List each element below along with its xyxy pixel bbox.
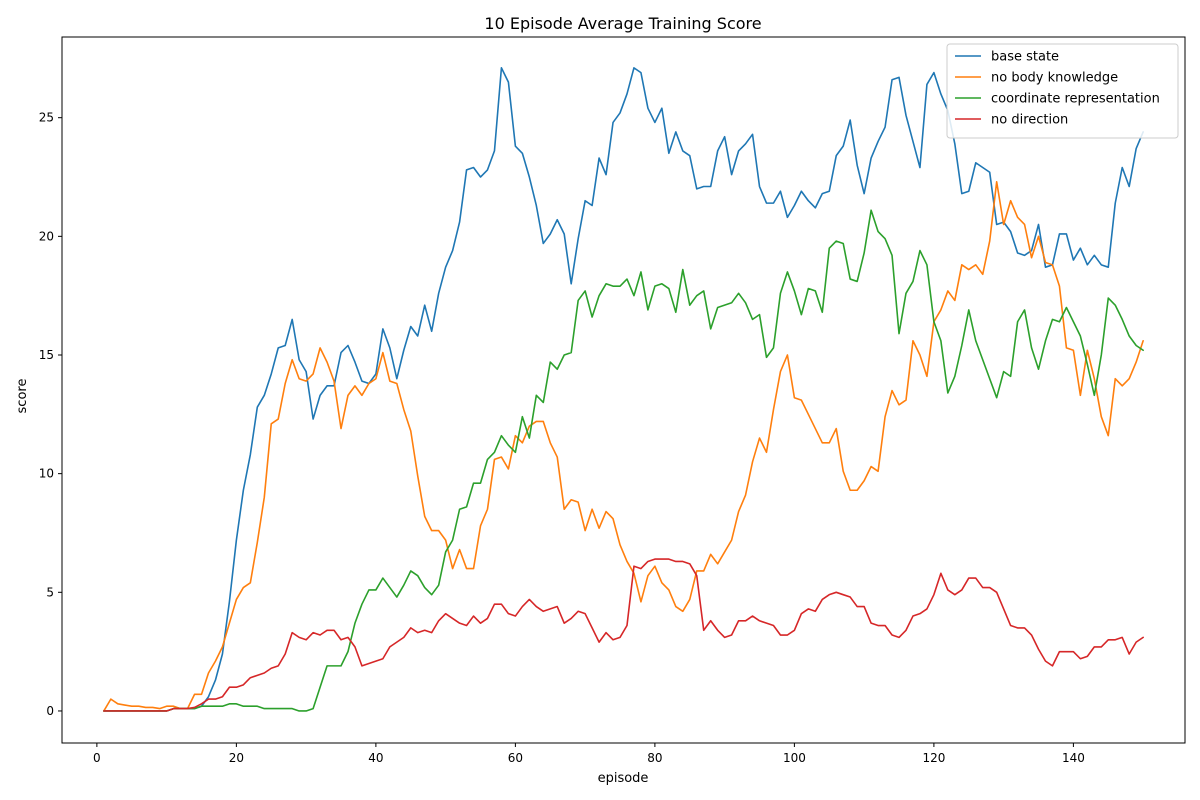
x-axis-label: episode	[598, 771, 649, 786]
series-line-2	[103, 209, 1144, 712]
chart-title: 10 Episode Average Training Score	[484, 14, 761, 33]
x-tick-label: 0	[93, 751, 101, 765]
y-tick-label: 20	[39, 229, 54, 243]
x-tick-label: 80	[647, 751, 662, 765]
x-tick-label: 60	[508, 751, 523, 765]
series-line-0	[103, 67, 1144, 712]
y-axis-label: score	[15, 379, 30, 414]
legend-box	[946, 43, 1179, 139]
y-tick-label: 10	[39, 467, 54, 481]
x-tick-label: 100	[783, 751, 806, 765]
legend-label-2: coordinate representation	[991, 92, 1160, 107]
series-line-3	[103, 558, 1144, 712]
x-axis: 0 20 40 60 80 100 120 140	[93, 743, 1085, 765]
legend-label-0: base state	[991, 50, 1059, 65]
y-tick-label: 0	[46, 704, 54, 718]
x-tick-label: 140	[1062, 751, 1085, 765]
plot-frame	[61, 36, 1186, 744]
x-tick-label: 40	[368, 751, 383, 765]
x-tick-label: 120	[922, 751, 945, 765]
legend-label-3: no direction	[991, 113, 1068, 128]
y-tick-label: 5	[46, 585, 54, 599]
y-tick-label: 15	[39, 348, 54, 362]
plot-area	[61, 36, 1186, 744]
series-line-1	[103, 180, 1144, 712]
x-tick-label: 20	[229, 751, 244, 765]
legend-label-1: no body knowledge	[991, 71, 1118, 86]
y-axis: 0 5 10 15 20 25	[39, 111, 62, 718]
legend: base state no body knowledge coordinate re…	[946, 43, 1179, 139]
y-tick-label: 25	[39, 111, 54, 125]
